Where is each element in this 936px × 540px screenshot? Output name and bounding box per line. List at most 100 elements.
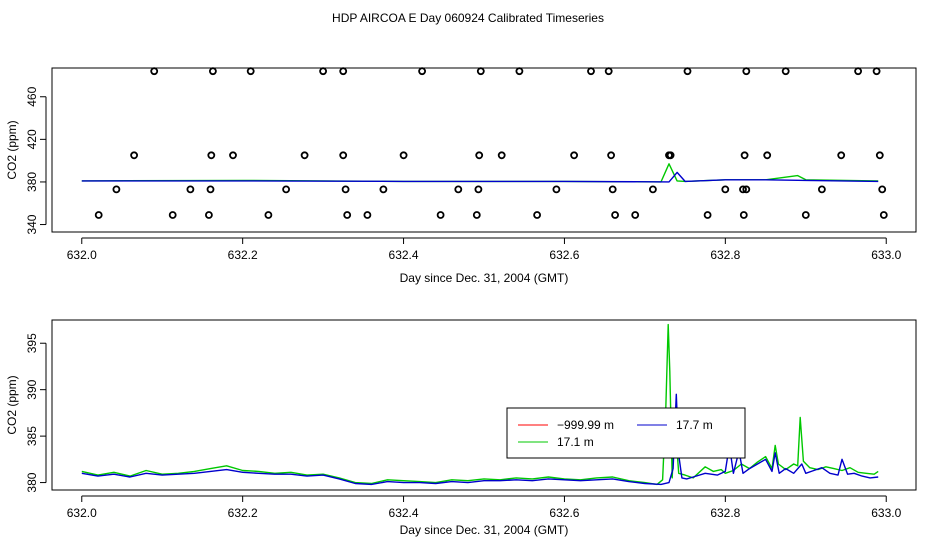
legend-label-green: 17.1 m [557, 435, 594, 449]
scatter-point [739, 211, 748, 219]
scatter-point [552, 185, 561, 194]
bottom-series-line-2 [81, 393, 879, 486]
top-series-lines [81, 163, 879, 183]
scatter-point [854, 67, 862, 76]
top-x-axis-label: Day since Dec. 31, 2004 (GMT) [400, 271, 569, 285]
scatter-point [533, 211, 541, 219]
scatter-point [742, 67, 751, 76]
scatter-point [363, 211, 372, 219]
scatter-point [246, 67, 255, 76]
bottom-series-line-1 [81, 323, 879, 486]
scatter-point [631, 211, 640, 219]
scatter-point [878, 185, 887, 194]
scatter-point [570, 151, 578, 160]
scatter-point [818, 185, 826, 194]
scatter-point [683, 67, 692, 76]
scatter-point [611, 211, 619, 219]
bottom-axes: 632.0 632.2 632.4 632.6 632.8 633.0 380 385 390 3… [25, 333, 902, 520]
scatter-point [206, 185, 215, 194]
scatter-point [740, 151, 749, 160]
scatter-point [339, 67, 348, 76]
scatter-point [300, 151, 309, 160]
scatter-point [207, 151, 216, 160]
scatter-point [186, 185, 195, 194]
scatter-point [204, 211, 213, 219]
scatter-point [208, 67, 217, 76]
scatter-point [94, 211, 103, 219]
top-scatter-points [94, 67, 888, 219]
bottom-x-tick-label: 632.4 [389, 506, 419, 520]
scatter-point [801, 211, 810, 219]
scatter-point [150, 67, 159, 76]
scatter-point [112, 185, 121, 194]
top-plot-frame [51, 67, 917, 233]
top-x-tick-label: 632.6 [549, 248, 579, 262]
scatter-point [130, 151, 139, 160]
top-y-tick-label: 420 [25, 129, 39, 149]
top-axes: 632.0 632.2 632.4 632.6 632.8 633.0 340 380 420 4… [25, 86, 902, 262]
chart-title: HDP AIRCOA E Day 060924 Calibrated Times… [332, 11, 604, 25]
top-series-line-1 [81, 171, 879, 183]
bottom-y-tick-label: 395 [25, 333, 39, 353]
scatter-point [587, 67, 595, 76]
scatter-point [763, 151, 772, 160]
scatter-point [872, 67, 881, 76]
top-y-axis-label: CO2 (ppm) [5, 120, 19, 179]
scatter-point [837, 151, 846, 160]
top-x-tick-label: 632.0 [67, 248, 97, 262]
bottom-y-tick-label: 390 [25, 379, 39, 399]
legend: −999.99 m 17.1 m 17.7 m [506, 407, 746, 459]
bottom-x-tick-label: 632.2 [228, 506, 258, 520]
bottom-x-tick-label: 633.0 [871, 506, 901, 520]
scatter-point [343, 211, 352, 219]
top-y-tick-label: 340 [25, 214, 39, 234]
bottom-y-axis-label: CO2 (ppm) [5, 375, 19, 434]
top-x-tick-label: 632.8 [710, 248, 740, 262]
scatter-point [607, 151, 615, 160]
scatter-point [497, 151, 506, 160]
bottom-x-axis-label: Day since Dec. 31, 2004 (GMT) [400, 523, 569, 537]
scatter-point [742, 185, 751, 194]
scatter-point [475, 151, 484, 160]
bottom-y-tick-label: 380 [25, 472, 39, 492]
scatter-point [879, 211, 888, 219]
bottom-x-tick-label: 632.8 [710, 506, 740, 520]
bottom-x-tick-label: 632.6 [549, 506, 579, 520]
scatter-point [399, 151, 408, 160]
scatter-point [379, 185, 388, 194]
scatter-point [666, 151, 675, 160]
top-y-tick-label: 380 [25, 172, 39, 192]
top-y-tick-label: 460 [25, 86, 39, 106]
bottom-y-tick-label: 385 [25, 426, 39, 446]
scatter-point [721, 185, 730, 194]
bottom-plot-frame [51, 319, 917, 491]
scatter-point [474, 185, 483, 194]
scatter-point [319, 67, 328, 76]
scatter-point [476, 67, 485, 76]
scatter-point [454, 185, 463, 194]
scatter-point [608, 185, 617, 194]
scatter-point [436, 211, 445, 219]
scatter-point [472, 211, 481, 219]
scatter-point [739, 185, 747, 194]
scatter-point [282, 185, 291, 194]
top-panel: Day since Dec. 31, 2004 (GMT) CO2 (ppm) … [5, 67, 917, 285]
scatter-point [649, 185, 657, 194]
scatter-point [341, 185, 350, 194]
scatter-point [339, 151, 348, 160]
scatter-point [781, 67, 790, 76]
scatter-point [875, 151, 884, 160]
top-x-tick-label: 632.2 [228, 248, 258, 262]
scatter-point [604, 67, 613, 76]
scatter-point [168, 211, 177, 219]
top-x-tick-label: 633.0 [871, 248, 901, 262]
scatter-point [515, 67, 524, 76]
top-x-tick-label: 632.4 [389, 248, 419, 262]
scatter-point [264, 211, 273, 219]
legend-label-red: −999.99 m [557, 418, 614, 432]
bottom-series-lines [81, 323, 879, 486]
scatter-point [229, 151, 237, 160]
bottom-x-tick-label: 632.0 [67, 506, 97, 520]
scatter-point [418, 67, 427, 76]
